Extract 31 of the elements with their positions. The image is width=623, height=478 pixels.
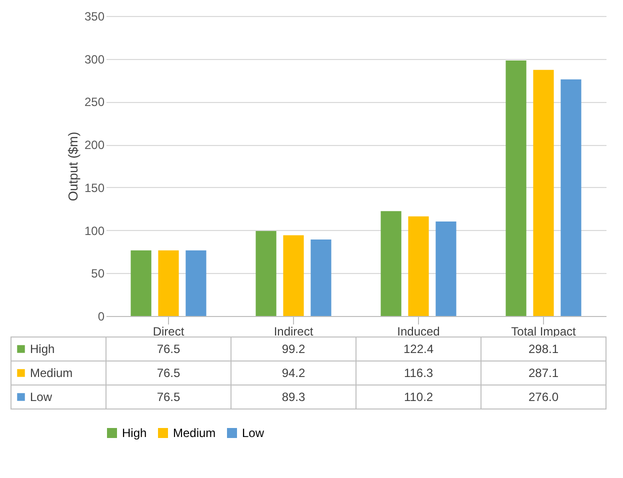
legend-label: Low: [242, 426, 264, 440]
legend-label: High: [30, 342, 55, 356]
y-tick-label: 200: [84, 138, 105, 152]
legend-label: Medium: [30, 366, 73, 380]
x-tick-label: Indirect: [274, 324, 314, 338]
text: Medium: [173, 426, 216, 440]
data-label: 116.3: [404, 366, 434, 380]
y-tick-label: 350: [84, 10, 105, 24]
data-label: 89.3: [282, 390, 306, 404]
x-tick-label: Direct: [152, 324, 185, 338]
y-axis-title: Output ($m): [65, 132, 80, 202]
data-label: 76.5: [156, 342, 180, 356]
y-tick-label: 300: [84, 52, 105, 66]
data-label: 94.2: [282, 366, 306, 380]
text: Low: [30, 390, 52, 404]
y-tick-label: 150: [84, 180, 105, 195]
data-label: 276.0: [528, 390, 559, 404]
y-tick-label: 250: [84, 95, 105, 110]
y-tick-label: 100: [84, 224, 105, 238]
x-tick-label: Induced: [397, 324, 440, 338]
data-label: 287.1: [528, 366, 559, 380]
data-label: 122.4: [403, 342, 434, 356]
text: High: [122, 426, 147, 440]
data-label: 110.2: [404, 390, 434, 404]
data-label: 76.5: [156, 366, 180, 380]
y-tick-label: 50: [91, 266, 105, 281]
data-label: 76.5: [156, 390, 180, 404]
y-tick-label: 0: [98, 310, 105, 324]
x-tick-label: Total Impact: [511, 324, 577, 338]
data-label: 298.1: [528, 342, 559, 356]
data-label: 99.2: [282, 342, 306, 356]
